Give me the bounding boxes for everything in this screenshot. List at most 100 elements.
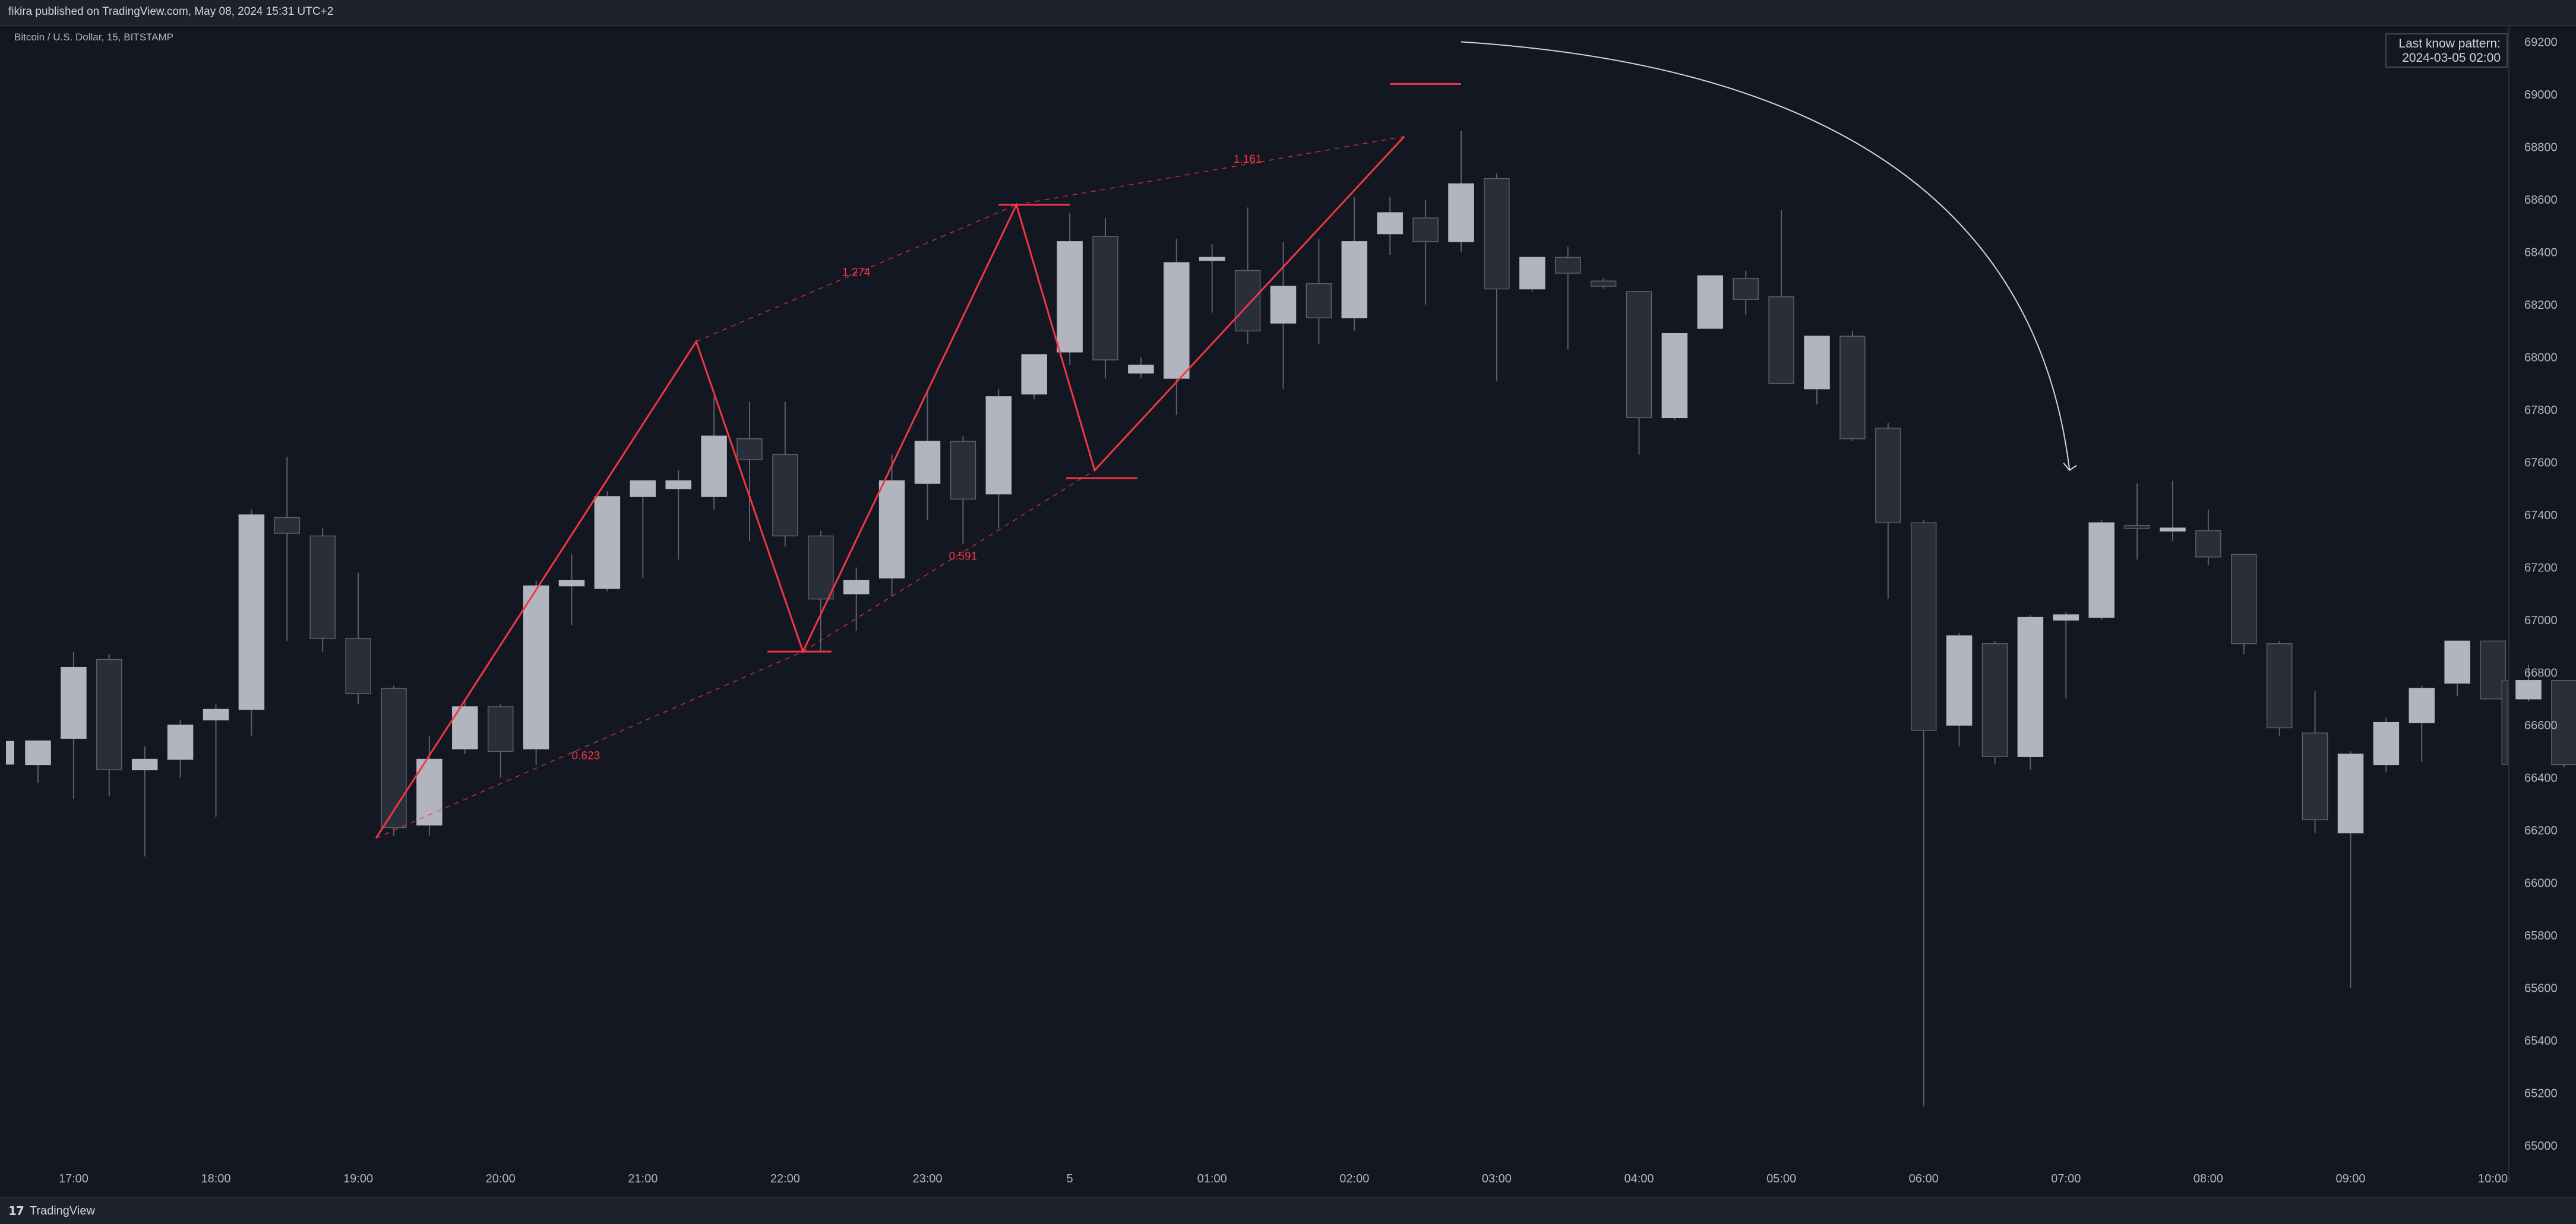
candle-body (2088, 522, 2114, 618)
candle-body (131, 758, 158, 771)
pattern-ratio-line (1016, 136, 1405, 205)
candle-body (1377, 212, 1403, 235)
candle-body (203, 709, 229, 720)
candle-body (61, 666, 87, 739)
candle-body (238, 514, 265, 710)
time-tick-label: 23:00 (912, 1172, 942, 1185)
candle-body (878, 480, 905, 578)
price-tick-label: 66400 (2524, 772, 2558, 785)
candle-body (381, 688, 407, 828)
price-tick-label: 66000 (2524, 877, 2558, 890)
harmonic-pattern-layer: 0.623 1.274 0.591 1.161 (375, 41, 2077, 839)
last-pattern-label: Last know pattern: (2398, 37, 2501, 50)
time-tick-label: 01:00 (1197, 1172, 1227, 1185)
price-tick-label: 66800 (2524, 667, 2558, 680)
candle-body (487, 706, 514, 752)
candle-body (1768, 296, 1794, 384)
candle-body (1057, 241, 1083, 353)
last-pattern-date: 2024-03-05 02:00 (2402, 51, 2501, 65)
candle-body (985, 396, 1012, 495)
footer-bar: 17 TradingView (0, 1197, 2576, 1224)
pattern-ratio-line (375, 651, 804, 839)
candle-body (523, 585, 549, 749)
candle-body (1661, 333, 1688, 419)
price-tick-label: 68200 (2524, 299, 2558, 312)
pattern-zigzag (375, 135, 1405, 839)
candle-body (1306, 283, 1332, 318)
publish-info-text: fikira published on TradingView.com, May… (8, 5, 334, 18)
candle-body (2124, 524, 2150, 529)
time-tick-label: 02:00 (1339, 1172, 1369, 1185)
price-tick-label: 67800 (2524, 404, 2558, 417)
candle-body (665, 480, 691, 489)
price-tick-label: 65800 (2524, 929, 2558, 942)
candle-body (1519, 257, 1545, 290)
candle-body (1981, 643, 2008, 757)
tradingview-logo[interactable]: 17 TradingView (8, 1204, 95, 1218)
candle-body (167, 725, 194, 760)
candle-body (843, 580, 870, 594)
candle-body (2501, 680, 2508, 765)
candle-body (2515, 680, 2542, 700)
candle-body (2160, 527, 2186, 532)
pattern-ratio-line (802, 470, 1095, 652)
arrow-head-icon (2063, 463, 2077, 472)
pattern-ratio-label: 0.623 (572, 750, 600, 763)
candle-body (1804, 336, 1830, 390)
candle-body (452, 706, 478, 749)
time-tick-label: 19:00 (343, 1172, 373, 1185)
projection-arrow (1461, 41, 2071, 470)
candle-body (2480, 640, 2506, 700)
price-tick-label: 65400 (2524, 1035, 2558, 1048)
price-axis[interactable]: 65000 65200 65400 65600 65800 66000 66200 66400… (2508, 26, 2558, 1182)
price-tick-label: 66200 (2524, 824, 2558, 837)
time-tick-label: 09:00 (2335, 1172, 2365, 1185)
price-tick-label: 67000 (2524, 614, 2558, 627)
candle-body (2444, 640, 2470, 684)
candle-body (25, 740, 51, 766)
candle-body (1697, 275, 1724, 329)
time-tick-label: 10:00 (2478, 1172, 2508, 1185)
time-tick-label: 08:00 (2193, 1172, 2223, 1185)
pattern-ratio-line (696, 204, 1017, 342)
last-pattern-badge: Last know pattern: 2024-03-05 02:00 (2385, 33, 2508, 68)
price-tick-label: 68400 (2524, 246, 2558, 260)
candle-body (1199, 257, 1225, 261)
time-tick-label: 5 (1067, 1172, 1073, 1185)
candle-body (6, 741, 14, 765)
candle-body (416, 758, 442, 826)
time-tick-label: 04:00 (1624, 1172, 1654, 1185)
candle-body (96, 659, 122, 771)
time-tick-label: 05:00 (1766, 1172, 1796, 1185)
candle-body (1164, 262, 1190, 379)
candle-body (2373, 722, 2400, 766)
tradingview-logo-text: TradingView (29, 1204, 95, 1217)
candle-body (2302, 732, 2328, 821)
candle-body (2551, 680, 2576, 766)
price-tick-label: 69200 (2524, 36, 2558, 49)
tradingview-logo-icon: 17 (8, 1204, 24, 1218)
time-tick-label: 03:00 (1482, 1172, 1512, 1185)
price-tick-label: 69000 (2524, 88, 2558, 102)
candlestick-chart[interactable]: 0.623 1.274 0.591 1.161 65000 65200 65400 6560… (0, 0, 2576, 1197)
pattern-ratio-label: 0.591 (949, 550, 978, 562)
candle-body (1554, 257, 1581, 274)
candle-body (2266, 643, 2293, 729)
candle-body (558, 580, 585, 587)
candle-body (2053, 614, 2079, 621)
candle-body (2195, 530, 2221, 558)
candle-body (950, 441, 976, 500)
candle-body (1270, 286, 1297, 324)
chart-symbol-title: Bitcoin / U.S. Dollar, 15, BITSTAMP (14, 31, 173, 43)
time-tick-label: 07:00 (2051, 1172, 2081, 1185)
publish-header: fikira published on TradingView.com, May… (0, 0, 2576, 26)
candle-body (808, 535, 834, 600)
price-tick-label: 65000 (2524, 1140, 2558, 1153)
candle-body (1626, 291, 1652, 419)
time-tick-label: 06:00 (1909, 1172, 1939, 1185)
candle-body (914, 441, 941, 484)
candle-body (1412, 217, 1439, 242)
candle-body (274, 517, 301, 534)
time-axis[interactable]: 17:00 18:00 19:00 20:00 21:00 22:00 23:00 5 01:0… (59, 1172, 2508, 1185)
candle-body (345, 638, 371, 694)
